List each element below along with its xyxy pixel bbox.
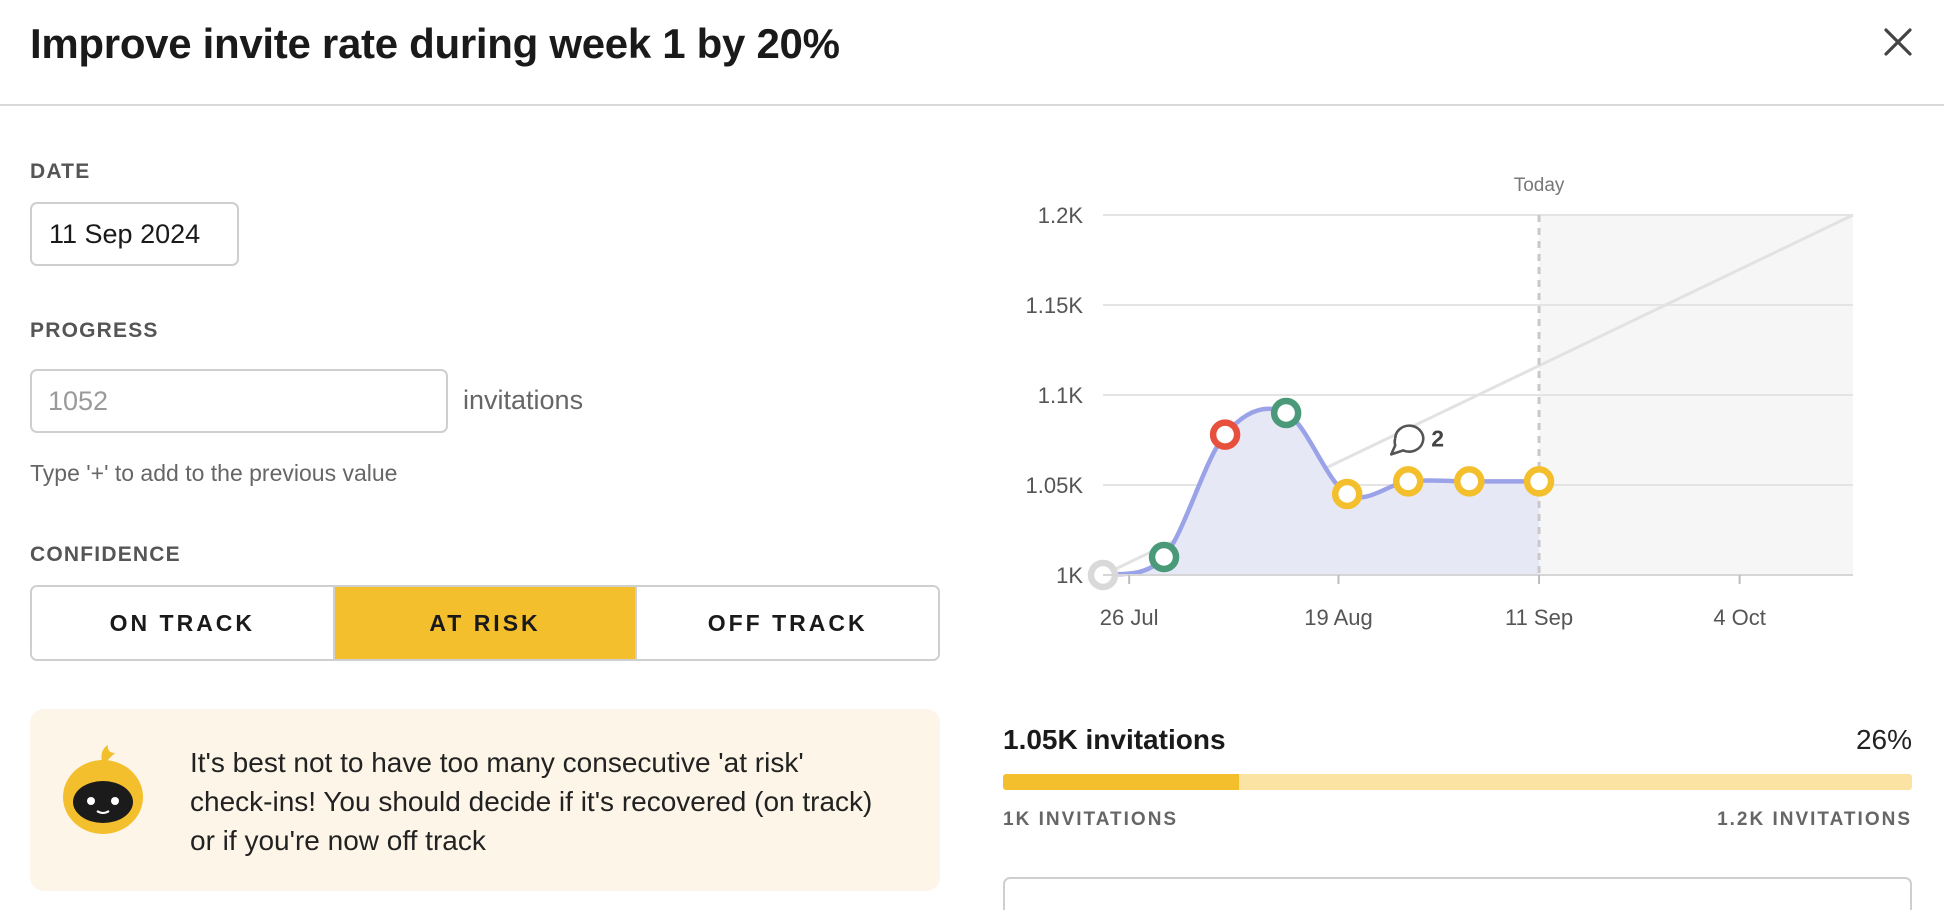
checkin-point-at-risk xyxy=(1392,466,1424,497)
comment-box[interactable] xyxy=(1003,877,1912,910)
progress-unit: invitations xyxy=(463,385,584,415)
progress-min-label: 1K INVITATIONS xyxy=(1003,809,1179,830)
current-value: 1.05K invitations xyxy=(1003,724,1226,755)
mascot-icon xyxy=(63,745,143,834)
date-field[interactable]: 11 Sep 2024 xyxy=(30,202,239,266)
progress-hint: Type '+' to add to the previous value xyxy=(30,460,398,486)
page-title: Improve invite rate during week 1 by 20% xyxy=(30,20,840,67)
progress-label: PROGRESS xyxy=(30,319,159,342)
progress-bar xyxy=(1003,774,1912,790)
x-tick-label: 11 Sep xyxy=(1505,605,1573,630)
checkin-point-on-track xyxy=(1148,541,1180,573)
y-tick-label: 1.05K xyxy=(1026,473,1084,498)
y-tick-label: 1.1K xyxy=(1038,383,1084,408)
date-label: DATE xyxy=(30,160,91,183)
close-icon xyxy=(1884,28,1912,56)
today-label: Today xyxy=(1514,175,1565,196)
warning-text: It's best not to have too many consecuti… xyxy=(190,747,873,856)
progress-max-label: 1.2K INVITATIONS xyxy=(1717,809,1912,830)
y-tick-label: 1.15K xyxy=(1026,293,1084,318)
checkin-point-at-risk xyxy=(1454,466,1485,497)
confidence-selector: ON TRACK AT RISK OFF TRACK xyxy=(30,585,940,661)
checkin-point-at-risk xyxy=(1331,478,1363,510)
progress-chart: Today 1K 1.05K 1.1K 1.15K 1.2K 26 Jul 19 Aug 11… xyxy=(1026,175,1854,630)
progress-bar-fill xyxy=(1003,774,1240,790)
off-track-button[interactable]: OFF TRACK xyxy=(635,587,938,659)
y-tick-label: 1K xyxy=(1056,563,1083,588)
checkin-point-on-track xyxy=(1270,397,1302,429)
checkin-point-at-risk xyxy=(1523,466,1555,497)
y-tick-label: 1.2K xyxy=(1038,203,1084,228)
x-tick-label: 19 Aug xyxy=(1304,605,1373,630)
progress-percent: 26% xyxy=(1855,724,1912,755)
on-track-button[interactable]: ON TRACK xyxy=(32,587,333,659)
x-tick-label: 4 Oct xyxy=(1713,605,1766,630)
comment-count: 2 xyxy=(1431,425,1444,451)
at-risk-button[interactable]: AT RISK xyxy=(332,587,636,659)
warning-callout: It's best not to have too many consecuti… xyxy=(30,709,940,891)
progress-area xyxy=(1103,408,1540,575)
dialog-header: Improve invite rate during week 1 by 20% xyxy=(0,0,1944,106)
x-tick-label: 26 Jul xyxy=(1100,605,1159,630)
progress-input[interactable] xyxy=(30,369,448,433)
confidence-label: CONFIDENCE xyxy=(30,543,181,566)
comment-icon xyxy=(1389,424,1425,456)
checkin-point-off-track xyxy=(1209,419,1241,450)
close-button[interactable] xyxy=(1874,18,1922,66)
